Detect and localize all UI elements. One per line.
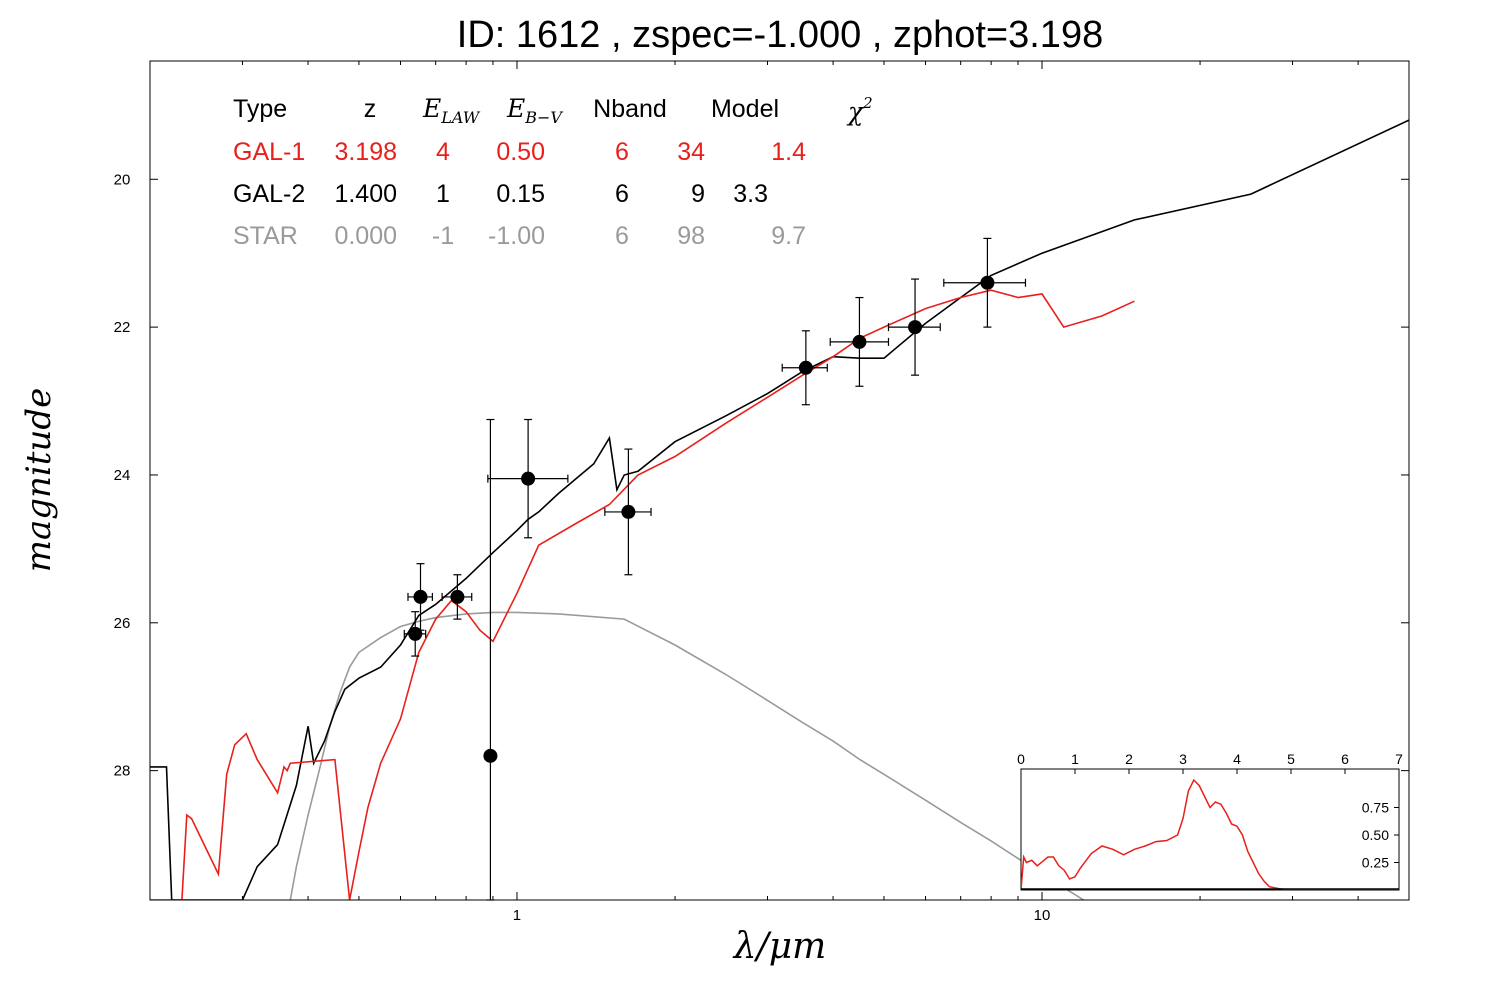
cell-chi2: 3.3 [733,180,768,208]
y-axis-label: magnitude [19,388,59,573]
inset-frame [1020,768,1400,891]
photometry-point [483,418,498,901]
cell-elaw: 4 [436,138,450,166]
cell-model: 9 [691,180,705,208]
inset-y-tick-label: 0.50 [1362,827,1389,843]
photometry-marker [450,589,465,604]
inset-x-tick-label: 0 [1017,751,1025,767]
photometry-point [829,296,890,387]
photometry-point [407,563,433,631]
fit-results-table: Type z ELAW EB−V Nband Model χ2 GAL-1 3.198 4 0.50… [233,94,873,250]
cell-model: 34 [677,138,705,166]
cell-ebv: -1.00 [488,222,545,250]
table-row: GAL-1 3.198 4 0.50 6 34 1.4 [233,138,806,166]
inset-y-tick-label: 0.75 [1362,800,1389,816]
table-header-type: Type [233,95,287,123]
inset-x-tick-label: 1 [1071,751,1079,767]
inset-y-tick-label: 0.25 [1362,855,1389,871]
table-row: STAR 0.000 -1 -1.00 6 98 9.7 [233,222,806,250]
table-row: GAL-2 1.400 1 0.15 6 9 3.3 [233,180,768,208]
cell-elaw: 1 [436,180,450,208]
table-header-ebv: EB−V [506,94,563,127]
y-tick-label: 22 [114,319,131,336]
chart-title: ID: 1612 , zspec=-1.000 , zphot=3.198 [456,14,1104,56]
x-tick-label: 1 [513,907,521,924]
photometry-point [403,611,427,657]
photometry-marker [798,360,813,375]
x-axis-label: λ/μm [732,926,826,967]
photometry-point [604,448,652,576]
cell-type: STAR [233,222,298,250]
cell-elaw: -1 [432,222,454,250]
cell-chi2: 9.7 [771,222,806,250]
table-header-elaw: ELAW [422,94,481,127]
photometry-marker [521,471,536,486]
photometry-marker [483,748,498,763]
photometry-point [943,237,1027,328]
y-tick-label: 20 [114,171,131,188]
gal1-spectrum [150,289,1135,900]
photometry-marker [413,589,428,604]
redshift-pdf-inset: 0 1 2 3 4 5 6 7 0.25 0.50 0.75 [1017,751,1403,891]
inset-x-tick-label: 2 [1125,751,1133,767]
cell-ebv: 0.50 [496,138,545,166]
model-spectra [150,119,1409,900]
y-tick-label: 24 [114,467,131,484]
photometry-marker [621,504,636,519]
cell-nband: 6 [615,222,629,250]
table-header-model: Model [711,95,779,123]
cell-chi2: 1.4 [771,138,806,166]
cell-ebv: 0.15 [496,180,545,208]
gal2-spectrum [150,119,1409,900]
x-tick-label: 10 [1034,907,1051,924]
inset-x-tick-label: 3 [1179,751,1187,767]
cell-z: 1.400 [334,180,397,208]
inset-x-tick-label: 6 [1341,751,1349,767]
y-tick-label: 26 [114,615,131,632]
photometry-point [781,330,828,406]
photometry-point [887,278,941,376]
cell-z: 0.000 [334,222,397,250]
photometry-point [487,418,569,539]
cell-model: 98 [677,222,705,250]
photometry-marker [908,320,923,335]
photometry-point [441,574,473,620]
photometry-marker [852,334,867,349]
table-header-chi2: χ2 [846,94,873,126]
star-spectrum [289,611,1085,900]
photometry-points [403,237,1027,901]
table-header-nband: Nband [593,95,667,123]
cell-type: GAL-1 [233,138,305,166]
inset-x-tick-label: 4 [1233,751,1241,767]
table-header-z: z [364,95,377,123]
cell-nband: 6 [615,180,629,208]
inset-x-tick-label: 7 [1395,751,1403,767]
cell-nband: 6 [615,138,629,166]
cell-z: 3.198 [334,138,397,166]
y-tick-label: 28 [114,763,131,780]
pdz-curve [1021,778,1399,890]
photometry-marker [980,275,995,290]
cell-type: GAL-2 [233,180,305,208]
plot-frame [149,60,1410,901]
inset-x-tick-label: 5 [1287,751,1295,767]
